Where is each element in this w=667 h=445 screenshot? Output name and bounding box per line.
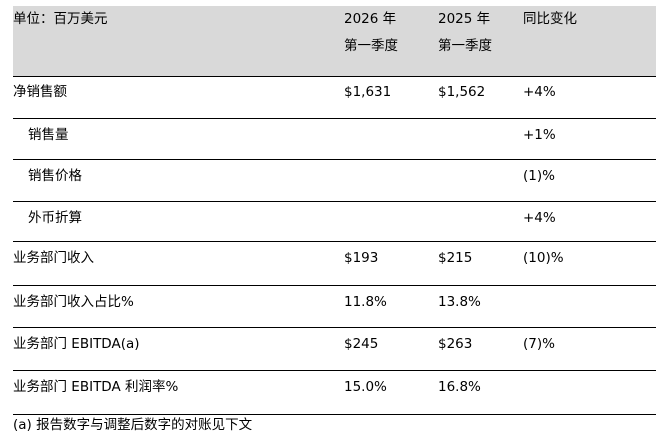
value-2025: 13.8% <box>438 294 481 310</box>
column-header-2025-quarter: 第一季度 <box>438 38 492 54</box>
row-label: 业务部门收入占比% <box>13 294 134 310</box>
table-row-net-sales: 净销售额 $1,631 $1,562 +4% <box>13 77 656 119</box>
footnote: (a) 报告数字与调整后数字的对账见下文 <box>13 417 253 433</box>
row-label: 销售价格 <box>28 168 82 184</box>
value-2025: 16.8% <box>438 379 481 395</box>
row-label: 业务部门 EBITDA(a) <box>13 336 140 352</box>
column-header-2026-q1: 2026 年 第一季度 <box>344 6 398 60</box>
table-row-price: 销售价格 (1)% <box>13 160 656 202</box>
value-yoy: (10)% <box>523 250 564 266</box>
value-yoy: +1% <box>523 127 556 143</box>
value-2026: $1,631 <box>344 84 392 100</box>
row-label: 业务部门 EBITDA 利润率% <box>13 379 179 395</box>
table-row-volume: 销售量 +1% <box>13 119 656 160</box>
value-2026: $193 <box>344 250 379 266</box>
table-row-segment-income-pct: 业务部门收入占比% 11.8% 13.8% <box>13 286 656 328</box>
row-label: 净销售额 <box>13 84 67 100</box>
table-header-row: 单位：百万美元 2026 年 第一季度 2025 年 第一季度 同比变化 <box>13 6 656 77</box>
table-row-fx: 外币折算 +4% <box>13 202 656 242</box>
column-header-yoy: 同比变化 <box>523 11 577 27</box>
value-2026: $245 <box>344 336 379 352</box>
column-header-2026-quarter: 第一季度 <box>344 38 398 54</box>
table-row-segment-ebitda-margin: 业务部门 EBITDA 利润率% 15.0% 16.8% <box>13 371 656 415</box>
value-2026: 11.8% <box>344 294 387 310</box>
financial-table: 单位：百万美元 2026 年 第一季度 2025 年 第一季度 同比变化 净销售… <box>13 6 656 415</box>
unit-label: 单位：百万美元 <box>13 11 108 27</box>
column-header-2025-year: 2025 年 <box>438 11 491 27</box>
column-header-2026-year: 2026 年 <box>344 11 397 27</box>
row-label: 外币折算 <box>28 210 82 226</box>
value-yoy: +4% <box>523 210 556 226</box>
value-yoy: +4% <box>523 84 556 100</box>
table-row-segment-income: 业务部门收入 $193 $215 (10)% <box>13 242 656 286</box>
value-yoy: (1)% <box>523 168 555 184</box>
value-2025: $215 <box>438 250 473 266</box>
value-2026: 15.0% <box>344 379 387 395</box>
column-header-2025-q1: 2025 年 第一季度 <box>438 6 492 60</box>
value-yoy: (7)% <box>523 336 555 352</box>
value-2025: $263 <box>438 336 473 352</box>
row-label: 业务部门收入 <box>13 250 94 266</box>
value-2025: $1,562 <box>438 84 486 100</box>
table-row-segment-ebitda: 业务部门 EBITDA(a) $245 $263 (7)% <box>13 328 656 371</box>
row-label: 销售量 <box>28 127 69 143</box>
